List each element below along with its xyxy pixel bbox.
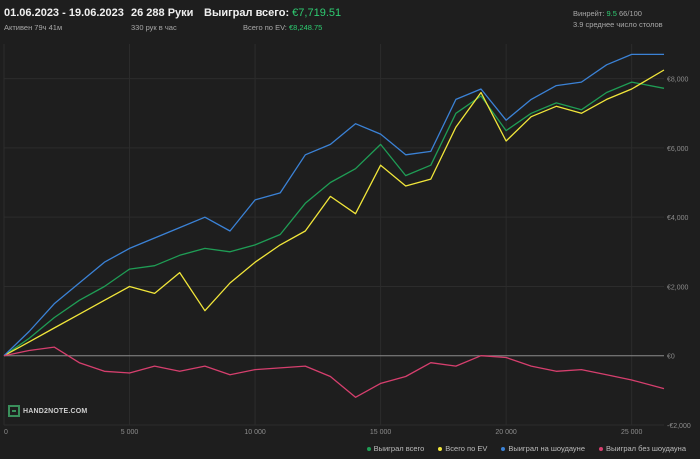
chart-legend: Выиграл всего Всего по EV Выиграл на шоуда… <box>366 444 686 453</box>
x-tick-label: 10 000 <box>244 429 266 436</box>
legend-swatch <box>599 447 603 452</box>
legend-item[interactable]: Выиграл всего <box>366 444 425 453</box>
y-tick-label: €0 <box>667 354 675 361</box>
legend-label: Всего по EV <box>445 444 488 453</box>
date-range[interactable]: 01.06.2023 - 19.06.2023 <box>4 7 124 19</box>
series-showdown[interactable] <box>3 53 664 357</box>
x-tick-label: 20 000 <box>495 429 517 436</box>
ev-value: €8,248.75 <box>288 23 323 32</box>
legend-label: Выиграл на шоудауне <box>508 444 585 453</box>
hands-per-hour: 330 рук в час <box>131 23 177 32</box>
won-total-label: Выиграл всего: <box>204 7 290 19</box>
winrate: Винрейт: 9.5 66/100 <box>573 9 642 18</box>
x-tick-label: 5 000 <box>121 429 139 436</box>
winrate-label: Винрейт: <box>573 9 605 18</box>
chart-grid <box>3 44 664 426</box>
won-total-value: €7,719.51 <box>292 7 342 19</box>
y-axis-labels: -€2,000 €0 €2,000 €4,000 €6,000 €8,000 <box>667 77 691 430</box>
y-tick-label: -€2,000 <box>667 423 691 430</box>
legend-swatch <box>438 447 443 452</box>
y-tick-label: €8,000 <box>667 77 689 84</box>
x-tick-label: 15 000 <box>370 429 392 436</box>
avg-tables: 3.9 среднее число столов <box>573 20 663 29</box>
series-ev[interactable] <box>3 69 665 357</box>
ev-total: Всего по EV: €8,248.75 <box>243 23 322 32</box>
stats-header: 01.06.2023 - 19.06.2023 Активен 79ч 41м … <box>0 0 700 36</box>
ev-label: Всего по EV: <box>243 23 287 32</box>
x-tick-label: 0 <box>4 429 8 436</box>
y-tick-label: €2,000 <box>667 284 689 291</box>
series-non-showdown[interactable] <box>3 346 665 398</box>
legend-item[interactable]: Выиграл без шоудауна <box>599 444 686 453</box>
chart-series <box>3 53 665 398</box>
legend-label: Выиграл всего <box>373 444 425 453</box>
winrate-unit: 66/100 <box>619 9 642 18</box>
won-total: Выиграл всего: €7,719.51 <box>204 7 341 19</box>
x-axis-labels: 0 5 000 10 000 15 000 20 000 25 000 <box>4 429 642 436</box>
legend-swatch <box>501 447 506 452</box>
legend-label: Выиграл без шоудауна <box>606 444 686 453</box>
winrate-value: 9.5 <box>606 9 617 18</box>
legend-item[interactable]: Всего по EV <box>438 444 487 453</box>
active-time: Активен 79ч 41м <box>4 23 63 32</box>
hand2note-logo: HAND2NOTE.COM <box>8 405 87 417</box>
hand2note-logo-icon <box>8 405 20 417</box>
legend-item[interactable]: Выиграл на шоудауне <box>501 444 585 453</box>
x-tick-label: 25 000 <box>621 429 643 436</box>
hands-count: 26 288 Руки <box>131 7 194 19</box>
logo-text: HAND2NOTE.COM <box>23 407 88 415</box>
legend-swatch <box>366 447 371 452</box>
y-tick-label: €4,000 <box>667 215 689 222</box>
series-won-total[interactable] <box>3 81 665 357</box>
y-tick-label: €6,000 <box>667 146 689 153</box>
